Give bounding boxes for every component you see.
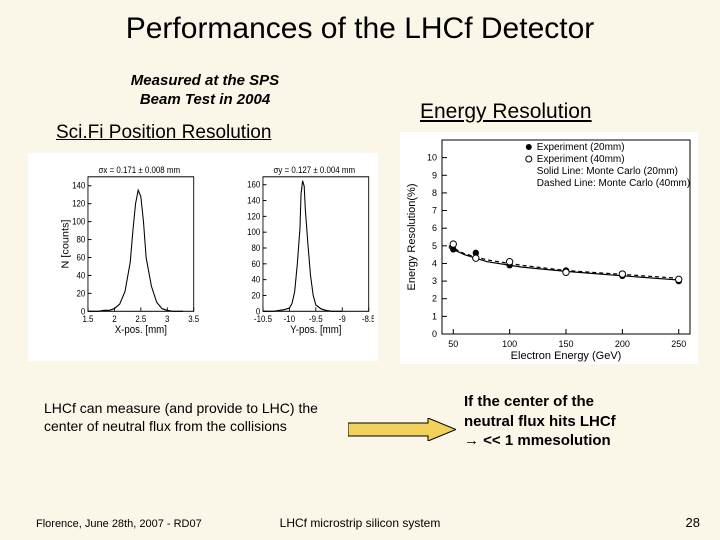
arrow-icon — [348, 418, 456, 441]
sigma-x-label: σx = 0.171 ± 0.008 mm — [99, 164, 181, 175]
svg-text:80: 80 — [252, 243, 261, 254]
svg-text:Energy Resolution(%): Energy Resolution(%) — [406, 184, 418, 291]
svg-text:160: 160 — [247, 179, 261, 190]
svg-text:100: 100 — [502, 339, 517, 349]
svg-text:20: 20 — [252, 290, 261, 301]
subtitle-line2: Beam Test in 2004 — [140, 91, 270, 108]
svg-text:2.5: 2.5 — [135, 314, 146, 325]
subtitle: Measured at the SPS Beam Test in 2004 — [100, 72, 310, 110]
svg-text:50: 50 — [448, 339, 458, 349]
svg-text:-9: -9 — [339, 314, 346, 325]
svg-text:2: 2 — [112, 314, 117, 325]
hist-y: σy = 0.127 ± 0.004 mm 020406080100120140… — [203, 153, 378, 361]
svg-text:4: 4 — [432, 258, 437, 268]
br-l1: If the center of the — [464, 393, 594, 410]
footer-mid: LHCf microstrip silicon system — [0, 516, 720, 530]
subtitle-line1: Measured at the SPS — [131, 72, 279, 89]
svg-text:Electron Energy (GeV): Electron Energy (GeV) — [511, 350, 622, 362]
svg-text:3.5: 3.5 — [188, 314, 199, 325]
svg-text:10: 10 — [427, 153, 437, 163]
svg-text:Experiment (40mm): Experiment (40mm) — [537, 154, 625, 165]
svg-text:1.5: 1.5 — [82, 314, 93, 325]
br-l2: neutral flux hits LHCf — [464, 413, 616, 430]
svg-text:3: 3 — [432, 276, 437, 286]
svg-text:60: 60 — [77, 252, 86, 263]
svg-text:5: 5 — [432, 241, 437, 251]
bottom-left-text: LHCf can measure (and provide to LHC) th… — [36, 394, 342, 441]
svg-text:Solid Line: Monte Carlo (20mm): Solid Line: Monte Carlo (20mm) — [537, 166, 678, 177]
svg-text:120: 120 — [247, 211, 261, 222]
svg-text:3: 3 — [165, 314, 170, 325]
svg-text:140: 140 — [72, 180, 86, 191]
svg-text:200: 200 — [615, 339, 630, 349]
svg-text:-10.5: -10.5 — [254, 314, 272, 325]
position-histograms: σx = 0.171 ± 0.008 mm 020406080100120140… — [28, 153, 378, 361]
section-left-heading: Sci.Fi Position Resolution — [56, 122, 271, 144]
svg-text:Experiment (20mm): Experiment (20mm) — [537, 142, 625, 153]
svg-text:40: 40 — [252, 274, 261, 285]
svg-text:1: 1 — [432, 311, 437, 321]
svg-text:9: 9 — [432, 170, 437, 180]
svg-text:100: 100 — [247, 227, 261, 238]
hist-x: σx = 0.171 ± 0.008 mm 020406080100120140… — [28, 153, 203, 361]
svg-text:250: 250 — [671, 339, 686, 349]
svg-text:-10: -10 — [284, 314, 296, 325]
page-number: 28 — [686, 515, 700, 530]
br-l3: → << 1 mmesolution — [464, 432, 611, 449]
slide-title: Performances of the LHCf Detector — [0, 0, 720, 52]
svg-text:Y-pos. [mm]: Y-pos. [mm] — [290, 325, 341, 337]
energy-resolution-chart: 50 100 150 200 250 0 1 2 3 4 5 6 7 8 9 10 Energy Resolut… — [400, 132, 698, 364]
svg-text:120: 120 — [72, 198, 86, 209]
bottom-right-text: If the center of the neutral flux hits L… — [464, 392, 694, 451]
svg-text:20: 20 — [77, 288, 86, 299]
svg-text:Dashed Line: Monte Carlo (40mm: Dashed Line: Monte Carlo (40mm) — [537, 178, 690, 189]
svg-text:8: 8 — [432, 188, 437, 198]
svg-text:-9.5: -9.5 — [309, 314, 323, 325]
svg-text:N [counts]: N [counts] — [61, 219, 71, 268]
svg-text:6: 6 — [432, 223, 437, 233]
svg-text:100: 100 — [72, 216, 86, 227]
svg-text:0: 0 — [432, 329, 437, 339]
svg-text:60: 60 — [252, 258, 261, 269]
svg-text:40: 40 — [77, 270, 86, 281]
svg-text:X-pos. [mm]: X-pos. [mm] — [115, 325, 167, 337]
svg-text:80: 80 — [77, 234, 86, 245]
section-right-heading: Energy Resolution — [420, 100, 592, 124]
svg-text:7: 7 — [432, 206, 437, 216]
svg-text:140: 140 — [247, 195, 261, 206]
svg-text:-8.5: -8.5 — [362, 314, 374, 325]
svg-text:2: 2 — [432, 294, 437, 304]
sigma-y-label: σy = 0.127 ± 0.004 mm — [274, 164, 356, 175]
svg-text:150: 150 — [558, 339, 573, 349]
